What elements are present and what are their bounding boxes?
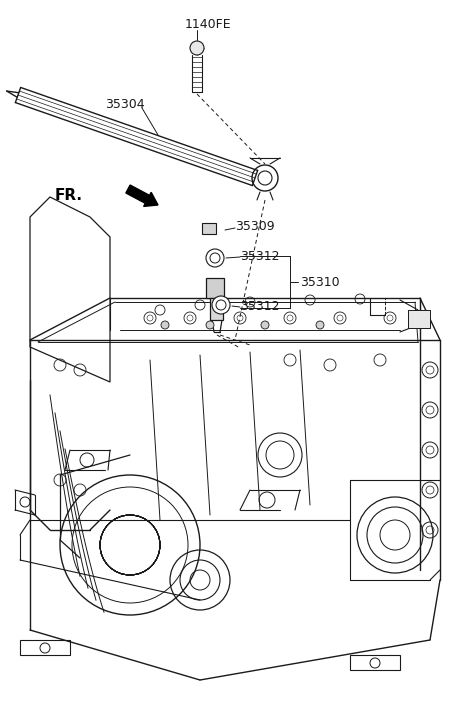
Text: 35309: 35309 xyxy=(235,220,275,233)
Bar xyxy=(408,310,430,328)
Circle shape xyxy=(206,321,214,329)
Bar xyxy=(20,640,70,655)
Circle shape xyxy=(212,296,230,314)
Text: 35312: 35312 xyxy=(240,300,280,313)
Bar xyxy=(202,223,216,234)
Circle shape xyxy=(261,321,269,329)
Circle shape xyxy=(206,249,224,267)
Bar xyxy=(350,655,400,670)
Bar xyxy=(206,278,224,298)
Circle shape xyxy=(316,321,324,329)
Circle shape xyxy=(190,41,204,55)
Text: 35312: 35312 xyxy=(240,249,280,262)
Text: 35310: 35310 xyxy=(300,276,340,289)
Text: 1140FE: 1140FE xyxy=(185,17,232,31)
Text: FR.: FR. xyxy=(55,188,83,203)
FancyArrow shape xyxy=(126,185,158,206)
Circle shape xyxy=(161,321,169,329)
Bar xyxy=(210,298,223,320)
Text: 35304: 35304 xyxy=(105,98,144,111)
